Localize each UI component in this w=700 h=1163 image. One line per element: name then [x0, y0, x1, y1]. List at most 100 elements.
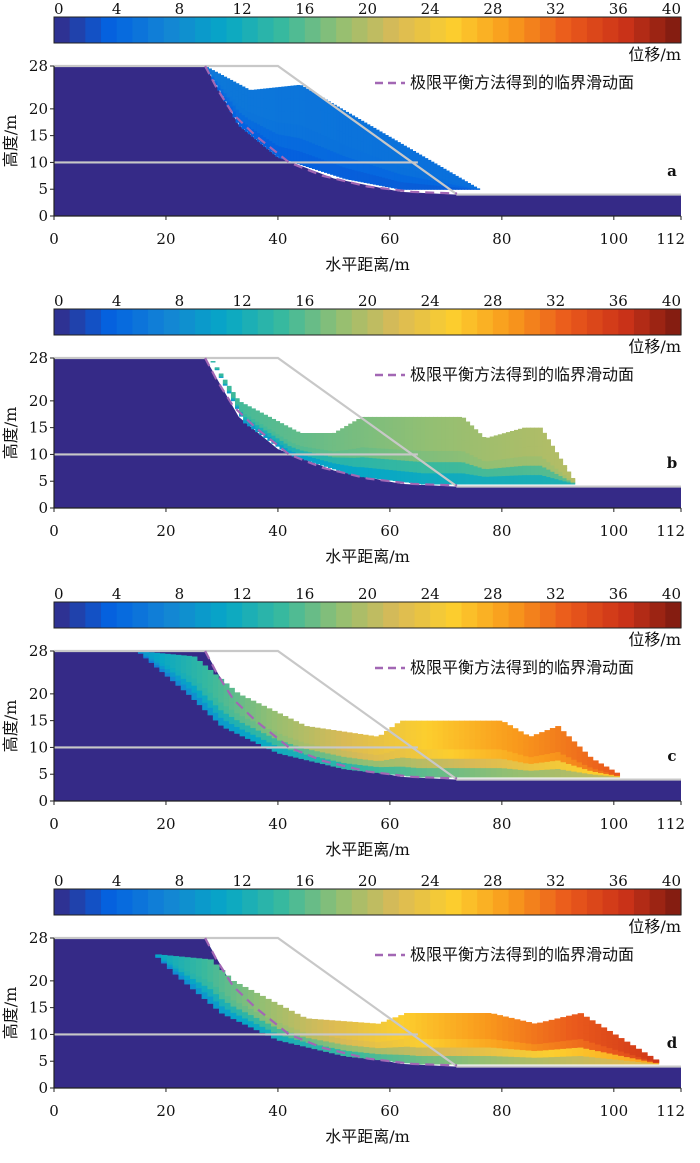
- displacement-cell: [293, 85, 298, 99]
- displacement-cell: [403, 160, 407, 169]
- displacement-cell: [600, 1033, 608, 1041]
- displacement-cell: [178, 971, 185, 976]
- displacement-cell: [544, 737, 551, 747]
- displacement-cell: [465, 473, 471, 485]
- colorbar-segment: [116, 17, 133, 43]
- displacement-cell: [509, 457, 515, 467]
- displacement-cell: [424, 163, 429, 170]
- colorbar-segment: [383, 309, 400, 335]
- displacement-cell: [378, 140, 383, 150]
- displacement-cell: [323, 438, 329, 445]
- colorbar-segment: [571, 17, 588, 43]
- displacement-cell: [470, 184, 474, 187]
- displacement-cell: [450, 1029, 457, 1040]
- colorbar-tick-label: 16: [295, 872, 314, 890]
- y-tick-label: 28: [29, 642, 48, 660]
- displacement-cell: [496, 730, 503, 740]
- x-tick-label: 80: [492, 230, 511, 248]
- displacement-cell: [336, 463, 341, 471]
- displacement-cell: [247, 422, 252, 427]
- colorbar-segment: [54, 602, 71, 628]
- displacement-cell: [256, 106, 261, 116]
- x-tick-label: 100: [600, 230, 629, 248]
- colorbar-segment: [116, 309, 133, 335]
- displacement-cell: [509, 466, 515, 476]
- displacement-cell: [612, 1054, 619, 1060]
- displacement-cell: [239, 404, 244, 408]
- displacement-cell: [445, 182, 450, 187]
- displacement-cell: [583, 1048, 590, 1057]
- displacement-cell: [369, 126, 374, 137]
- displacement-cell: [403, 174, 407, 183]
- colorbar-segment: [273, 309, 290, 335]
- y-tick-label: 28: [29, 349, 48, 367]
- displacement-cell: [201, 965, 208, 973]
- displacement-cell: [282, 735, 289, 743]
- displacement-cell: [222, 380, 228, 383]
- displacement-cell: [195, 958, 203, 965]
- displacement-cell: [576, 771, 583, 778]
- displacement-cell: [263, 117, 267, 128]
- displacement-cell: [244, 123, 249, 132]
- displacement-cell: [614, 773, 621, 775]
- displacement-cell: [405, 757, 412, 768]
- displacement-cell: [332, 456, 337, 464]
- displacement-cell: [164, 668, 171, 673]
- colorbar-tick-label: 40: [662, 0, 681, 18]
- colorbar-segment: [602, 889, 619, 915]
- displacement-cell: [652, 1060, 660, 1062]
- displacement-cell: [242, 1005, 249, 1013]
- displacement-cell: [247, 104, 252, 113]
- displacement-cell: [555, 751, 562, 761]
- displacement-cell: [614, 774, 621, 776]
- displacement-cell: [479, 1038, 486, 1048]
- colorbar-segment: [445, 17, 463, 43]
- displacement-cell: [400, 720, 407, 731]
- displacement-cell: [554, 468, 560, 474]
- displacement-cell: [275, 133, 279, 146]
- displacement-cell: [283, 447, 289, 453]
- displacement-cell: [421, 178, 426, 185]
- displacement-cell: [391, 146, 395, 156]
- colorbar-segment: [148, 309, 165, 335]
- displacement-cell: [542, 466, 547, 476]
- displacement-cell: [184, 974, 191, 981]
- displacement-cell: [327, 125, 331, 138]
- displacement-cell: [224, 1009, 232, 1017]
- displacement-cell: [323, 449, 329, 456]
- displacement-cell: [448, 767, 455, 778]
- displacement-cell: [436, 177, 441, 182]
- displacement-cell: [469, 720, 476, 731]
- displacement-cell: [412, 163, 417, 171]
- displacement-cell: [290, 123, 295, 137]
- displacement-cell: [363, 1052, 370, 1059]
- displacement-cell: [239, 702, 246, 710]
- displacement-cell: [166, 961, 174, 965]
- displacement-cell: [467, 1013, 475, 1023]
- displacement-cell: [566, 475, 572, 479]
- displacement-cell: [328, 1036, 336, 1043]
- displacement-cell: [339, 142, 343, 155]
- displacement-cell: [485, 767, 492, 778]
- displacement-cell: [305, 1037, 313, 1043]
- displacement-cell: [230, 394, 236, 397]
- displacement-cell: [352, 1033, 359, 1041]
- colorbar-tick-label: 24: [421, 585, 440, 603]
- displacement-cell: [271, 1001, 278, 1009]
- colorbar-segment: [492, 309, 510, 335]
- displacement-cell: [363, 1046, 370, 1053]
- displacement-cell: [505, 432, 511, 442]
- original-slope-outline: [54, 64, 681, 196]
- displacement-cell: [148, 659, 155, 662]
- colorbar-segment: [210, 17, 228, 43]
- displacement-cell: [239, 695, 246, 703]
- colorbar-frame: [53, 888, 682, 916]
- displacement-cell: [508, 1056, 515, 1065]
- displacement-cell: [548, 1056, 556, 1065]
- displacement-cell: [526, 465, 531, 476]
- colorbar-segment: [445, 889, 463, 915]
- displacement-cell: [525, 1056, 532, 1065]
- displacement-cell: [250, 89, 255, 99]
- displacement-cell: [363, 172, 368, 183]
- displacement-cell: [386, 1019, 394, 1028]
